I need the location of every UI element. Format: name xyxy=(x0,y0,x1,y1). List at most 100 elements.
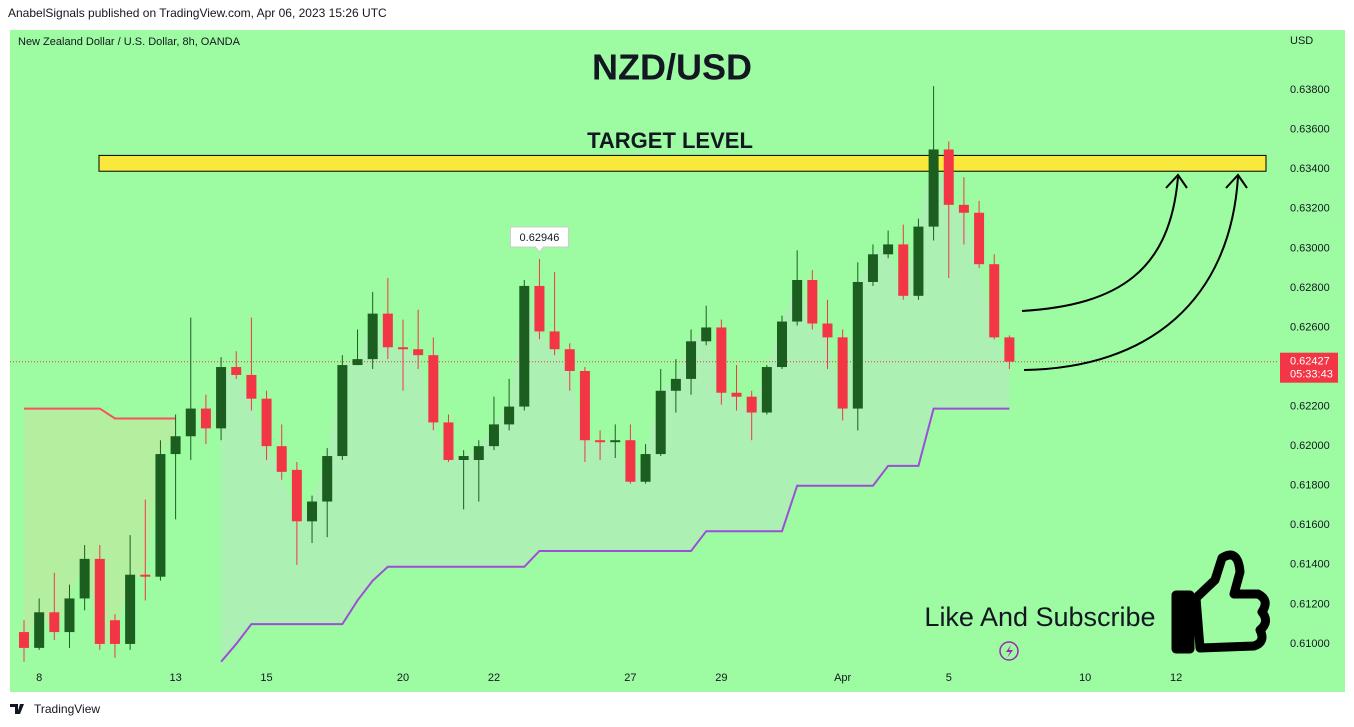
candle-body xyxy=(1004,337,1015,362)
candle-body xyxy=(792,280,803,322)
candle-body xyxy=(261,398,272,447)
y-tick-label: 0.63000 xyxy=(1290,242,1330,254)
candle-body xyxy=(943,149,954,205)
candle-body xyxy=(382,313,393,348)
x-tick-label: 13 xyxy=(169,672,181,684)
candle-body xyxy=(307,501,318,522)
candle-body xyxy=(670,378,681,391)
trend-line xyxy=(220,407,1010,663)
candle-body xyxy=(625,440,636,482)
candle-body xyxy=(761,367,772,413)
x-tick-label: 29 xyxy=(715,672,727,684)
candle-body xyxy=(155,454,166,577)
symbol-label: New Zealand Dollar / U.S. Dollar, 8h, OA… xyxy=(18,36,241,48)
x-tick-label: 8 xyxy=(36,672,42,684)
candle-body xyxy=(458,456,469,460)
y-tick-label: 0.63200 xyxy=(1290,203,1330,215)
candle-body xyxy=(34,612,45,648)
candle-body xyxy=(488,424,499,447)
candle-body xyxy=(109,620,120,644)
x-tick-label: 27 xyxy=(624,672,636,684)
candle-body xyxy=(640,454,651,482)
y-tick-label: 0.61400 xyxy=(1290,559,1330,571)
y-tick-label: 0.61800 xyxy=(1290,480,1330,492)
candle-body xyxy=(837,337,848,409)
candle-body xyxy=(852,281,863,409)
candle-body xyxy=(216,367,227,429)
candle-body xyxy=(185,408,196,437)
candle-body xyxy=(928,149,939,227)
candle-body xyxy=(79,558,90,599)
header: AnabelSignals published on TradingView.c… xyxy=(8,6,387,20)
candle-body xyxy=(428,355,439,423)
trend-fill xyxy=(24,408,176,648)
candle-body xyxy=(549,331,560,350)
footer: TradingView xyxy=(34,702,100,716)
candle-body xyxy=(595,440,606,443)
candle-body xyxy=(746,396,757,413)
trend-fill xyxy=(221,149,1010,662)
candle-body xyxy=(989,264,1000,338)
candle-body xyxy=(352,359,363,366)
candle-body xyxy=(534,285,545,332)
candle-body xyxy=(473,446,484,460)
candle-body xyxy=(64,598,75,633)
candle-body xyxy=(398,347,408,350)
candle-body xyxy=(246,374,257,399)
y-tick-label: 0.62600 xyxy=(1290,321,1330,333)
candle-body xyxy=(898,244,909,296)
y-tick-label: 0.63600 xyxy=(1290,124,1330,136)
last-price-box xyxy=(1280,352,1338,383)
candle-body xyxy=(504,406,515,425)
candle-body xyxy=(291,469,302,522)
candle-body xyxy=(958,204,969,213)
y-tick-label: 0.63400 xyxy=(1290,163,1330,175)
cta-text: Like And Subscribe xyxy=(924,602,1155,632)
x-tick-label: 20 xyxy=(397,672,409,684)
candle-body xyxy=(94,558,105,644)
candle-body xyxy=(443,422,454,460)
candle-body xyxy=(322,456,333,502)
candle-body xyxy=(125,574,136,644)
y-tick-label: 0.62800 xyxy=(1290,282,1330,294)
high-balloon-label: 0.62946 xyxy=(520,232,560,244)
candle-body xyxy=(564,349,575,371)
last-price-label: 0.62427 xyxy=(1290,356,1330,368)
x-tick-label: 5 xyxy=(946,672,952,684)
candle-body xyxy=(231,367,242,375)
high-balloon xyxy=(509,226,569,253)
candle-body xyxy=(200,408,211,429)
candle-body xyxy=(777,321,787,368)
target-zone xyxy=(98,154,1267,172)
candle-body xyxy=(913,226,924,296)
candle-body xyxy=(701,327,712,342)
y-tick-label: 0.61600 xyxy=(1290,519,1330,531)
currency-label: USD xyxy=(1290,35,1313,47)
x-tick-label: 10 xyxy=(1079,672,1091,684)
candle-body xyxy=(822,323,833,338)
candle-body xyxy=(974,212,985,265)
candle-body xyxy=(49,612,60,633)
candle-body xyxy=(337,365,348,457)
x-tick-label: 22 xyxy=(488,672,500,684)
candle-body xyxy=(579,370,590,441)
candle-body xyxy=(367,313,378,360)
candle-body xyxy=(276,446,287,472)
trend-line xyxy=(24,407,176,420)
candle-body xyxy=(170,436,181,455)
candle-body xyxy=(610,440,621,443)
x-tick-label: 15 xyxy=(260,672,272,684)
candle-body xyxy=(867,254,878,282)
candle-body xyxy=(655,390,666,455)
candle-body xyxy=(686,341,697,379)
y-tick-label: 0.63800 xyxy=(1290,84,1330,96)
tradingview-logo xyxy=(10,704,24,714)
candle-body xyxy=(413,349,424,356)
y-tick-label: 0.61200 xyxy=(1290,598,1330,610)
target-label: TARGET LEVEL xyxy=(587,128,753,153)
candle-body xyxy=(883,244,894,255)
thumbs-up-icon xyxy=(1171,550,1270,654)
candle-body xyxy=(731,392,742,397)
countdown-label: 05:33:43 xyxy=(1290,369,1333,381)
